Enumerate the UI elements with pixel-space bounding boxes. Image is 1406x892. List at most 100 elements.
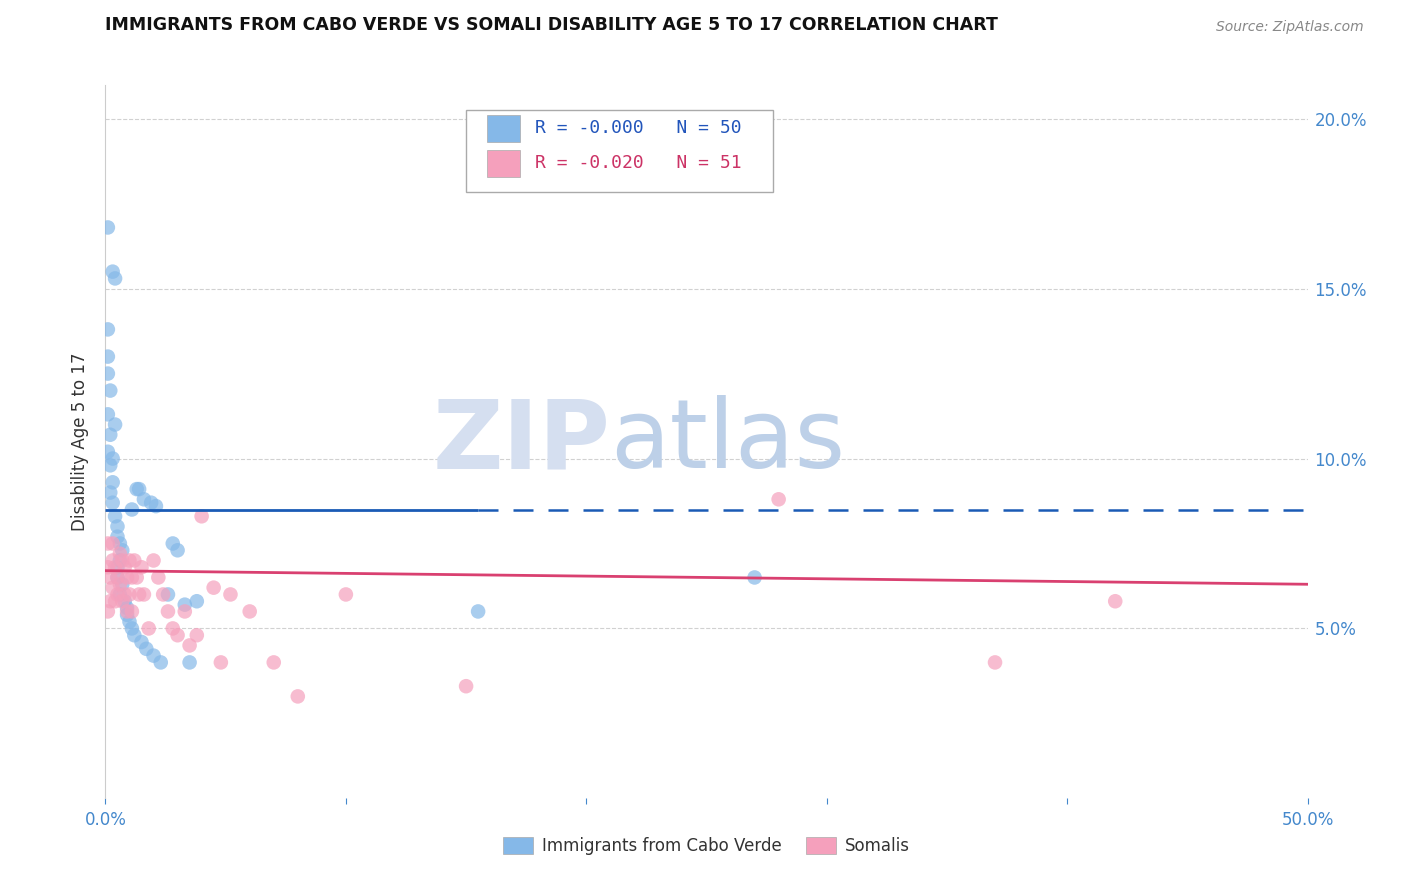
Point — [101, 536, 124, 550]
Point — [104, 560, 127, 574]
Point — [467, 604, 489, 618]
Point — [101, 581, 124, 595]
Point — [128, 482, 150, 496]
Point — [124, 628, 146, 642]
Point — [152, 587, 174, 601]
Legend: Immigrants from Cabo Verde, Somalis: Immigrants from Cabo Verde, Somalis — [496, 830, 917, 862]
Point — [98, 427, 121, 442]
FancyBboxPatch shape — [486, 115, 520, 142]
Point — [108, 577, 131, 591]
Point — [179, 656, 201, 670]
Point — [111, 577, 134, 591]
Point — [114, 594, 136, 608]
Point — [115, 570, 138, 584]
Point — [101, 553, 124, 567]
Point — [149, 656, 172, 670]
Point — [131, 635, 153, 649]
Point — [121, 570, 143, 584]
Point — [139, 496, 162, 510]
Point — [118, 587, 141, 601]
Point — [190, 509, 212, 524]
Point — [156, 604, 179, 618]
Point — [209, 656, 232, 670]
Point — [125, 570, 148, 584]
Point — [162, 622, 184, 636]
Point — [263, 656, 285, 670]
Point — [131, 560, 153, 574]
Point — [179, 639, 201, 653]
Point — [768, 492, 790, 507]
Text: atlas: atlas — [610, 395, 845, 488]
Point — [166, 543, 188, 558]
Text: R = -0.020   N = 51: R = -0.020 N = 51 — [534, 154, 741, 172]
Y-axis label: Disability Age 5 to 17: Disability Age 5 to 17 — [72, 352, 90, 531]
Point — [121, 604, 143, 618]
Point — [162, 536, 184, 550]
Point — [173, 598, 195, 612]
Point — [287, 690, 309, 704]
Point — [115, 604, 138, 618]
Point — [97, 350, 120, 364]
Point — [984, 656, 1007, 670]
FancyBboxPatch shape — [486, 150, 520, 177]
Point — [135, 641, 157, 656]
Point — [98, 570, 121, 584]
Point — [107, 570, 129, 584]
Point — [101, 475, 124, 490]
Point — [108, 587, 131, 601]
Point — [107, 587, 129, 601]
Point — [115, 601, 138, 615]
Point — [104, 509, 127, 524]
Point — [125, 482, 148, 496]
Point — [118, 615, 141, 629]
Point — [132, 587, 155, 601]
Point — [114, 560, 136, 574]
Point — [101, 496, 124, 510]
Point — [111, 553, 134, 567]
Text: IMMIGRANTS FROM CABO VERDE VS SOMALI DISABILITY AGE 5 TO 17 CORRELATION CHART: IMMIGRANTS FROM CABO VERDE VS SOMALI DIS… — [105, 16, 998, 34]
Point — [132, 492, 155, 507]
Point — [148, 570, 170, 584]
Text: R = -0.000   N = 50: R = -0.000 N = 50 — [534, 120, 741, 137]
Point — [186, 628, 208, 642]
Point — [98, 485, 121, 500]
Point — [111, 543, 134, 558]
Point — [98, 384, 121, 398]
Point — [114, 587, 136, 601]
Point — [104, 594, 127, 608]
Point — [97, 604, 120, 618]
Point — [97, 536, 120, 550]
Point — [101, 451, 124, 466]
Point — [744, 570, 766, 584]
FancyBboxPatch shape — [465, 110, 773, 192]
Point — [97, 322, 120, 336]
Point — [97, 367, 120, 381]
Point — [107, 570, 129, 584]
Point — [124, 553, 146, 567]
Point — [108, 536, 131, 550]
Point — [156, 587, 179, 601]
Point — [115, 607, 138, 622]
Point — [108, 553, 131, 567]
Point — [107, 530, 129, 544]
Point — [97, 560, 120, 574]
Point — [98, 594, 121, 608]
Point — [128, 587, 150, 601]
Text: ZIP: ZIP — [433, 395, 610, 488]
Point — [121, 502, 143, 516]
Point — [138, 622, 160, 636]
Point — [142, 553, 165, 567]
Point — [98, 458, 121, 473]
Text: Source: ZipAtlas.com: Source: ZipAtlas.com — [1216, 20, 1364, 34]
Point — [104, 271, 127, 285]
Point — [142, 648, 165, 663]
Point — [111, 594, 134, 608]
Point — [97, 220, 120, 235]
Point — [1104, 594, 1126, 608]
Point — [173, 604, 195, 618]
Point — [121, 622, 143, 636]
Point — [97, 444, 120, 458]
Point — [107, 560, 129, 574]
Point — [101, 265, 124, 279]
Point — [97, 408, 120, 422]
